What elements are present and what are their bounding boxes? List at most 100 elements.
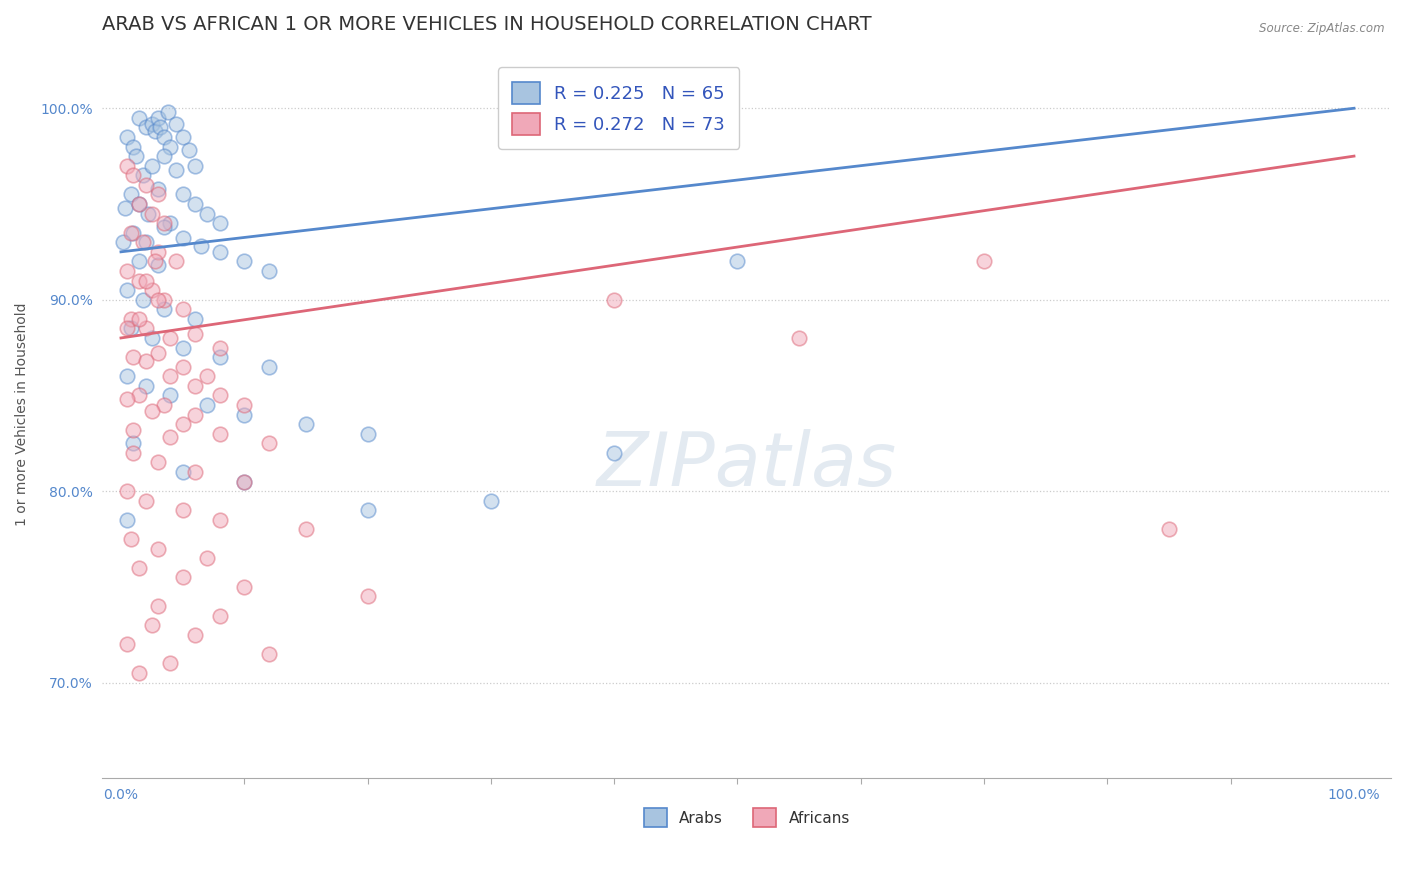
Point	[184, 408, 207, 422]
Point	[787, 331, 810, 345]
Point	[208, 341, 231, 355]
Point	[195, 369, 218, 384]
Point	[190, 239, 212, 253]
Text: ARAB VS AFRICAN 1 OR MORE VEHICLES IN HOUSEHOLD CORRELATION CHART: ARAB VS AFRICAN 1 OR MORE VEHICLES IN HO…	[103, 15, 872, 34]
Point	[132, 293, 155, 307]
Point	[208, 388, 231, 402]
Point	[208, 350, 231, 364]
Point	[184, 465, 207, 479]
Point	[257, 264, 280, 278]
Point	[125, 149, 148, 163]
Point	[120, 311, 142, 326]
Point	[184, 327, 207, 342]
Point	[132, 168, 155, 182]
Point	[153, 293, 176, 307]
Point	[172, 417, 194, 431]
Point	[195, 551, 218, 566]
Point	[233, 408, 256, 422]
Point	[115, 484, 138, 499]
Point	[146, 599, 169, 613]
Point	[172, 302, 194, 317]
Point	[156, 105, 179, 120]
Point	[257, 647, 280, 661]
Point	[146, 187, 169, 202]
Text: ZIPatlas: ZIPatlas	[596, 429, 897, 501]
Point	[146, 541, 169, 556]
Point	[145, 124, 167, 138]
Point	[141, 331, 163, 345]
Point	[135, 178, 157, 192]
Point	[159, 388, 181, 402]
Point	[141, 618, 163, 632]
Point	[356, 590, 378, 604]
Point	[159, 331, 181, 345]
Point	[128, 197, 150, 211]
Text: Source: ZipAtlas.com: Source: ZipAtlas.com	[1260, 22, 1385, 36]
Point	[128, 274, 150, 288]
Point	[128, 665, 150, 680]
Point	[356, 426, 378, 441]
Point	[159, 139, 181, 153]
Point	[1157, 522, 1180, 536]
Point	[208, 608, 231, 623]
Point	[128, 254, 150, 268]
Point	[184, 628, 207, 642]
Point	[120, 226, 142, 240]
Point	[159, 216, 181, 230]
Point	[208, 513, 231, 527]
Point	[128, 388, 150, 402]
Point	[120, 321, 142, 335]
Point	[128, 111, 150, 125]
Point	[114, 201, 136, 215]
Point	[128, 311, 150, 326]
Point	[115, 369, 138, 384]
Point	[195, 206, 218, 220]
Point	[208, 244, 231, 259]
Point	[146, 244, 169, 259]
Point	[146, 181, 169, 195]
Point	[973, 254, 995, 268]
Point	[115, 321, 138, 335]
Point	[159, 657, 181, 671]
Point	[146, 455, 169, 469]
Point	[122, 226, 145, 240]
Point	[233, 254, 256, 268]
Point	[172, 341, 194, 355]
Point	[295, 417, 318, 431]
Point	[122, 446, 145, 460]
Point	[135, 354, 157, 368]
Point	[195, 398, 218, 412]
Point	[120, 187, 142, 202]
Point	[172, 231, 194, 245]
Point	[165, 254, 187, 268]
Point	[122, 350, 145, 364]
Point	[115, 513, 138, 527]
Point	[115, 637, 138, 651]
Point	[172, 130, 194, 145]
Point	[128, 197, 150, 211]
Point	[184, 159, 207, 173]
Point	[257, 436, 280, 450]
Point	[295, 522, 318, 536]
Point	[153, 398, 176, 412]
Point	[172, 465, 194, 479]
Point	[115, 264, 138, 278]
Point	[184, 311, 207, 326]
Point	[153, 302, 176, 317]
Point	[141, 403, 163, 417]
Point	[146, 258, 169, 272]
Point	[172, 187, 194, 202]
Point	[146, 346, 169, 360]
Point	[172, 359, 194, 374]
Point	[208, 216, 231, 230]
Point	[115, 130, 138, 145]
Point	[159, 369, 181, 384]
Point	[233, 475, 256, 489]
Point	[479, 493, 502, 508]
Point	[128, 560, 150, 574]
Point	[233, 398, 256, 412]
Point	[115, 159, 138, 173]
Point	[727, 254, 749, 268]
Point	[135, 235, 157, 250]
Point	[135, 493, 157, 508]
